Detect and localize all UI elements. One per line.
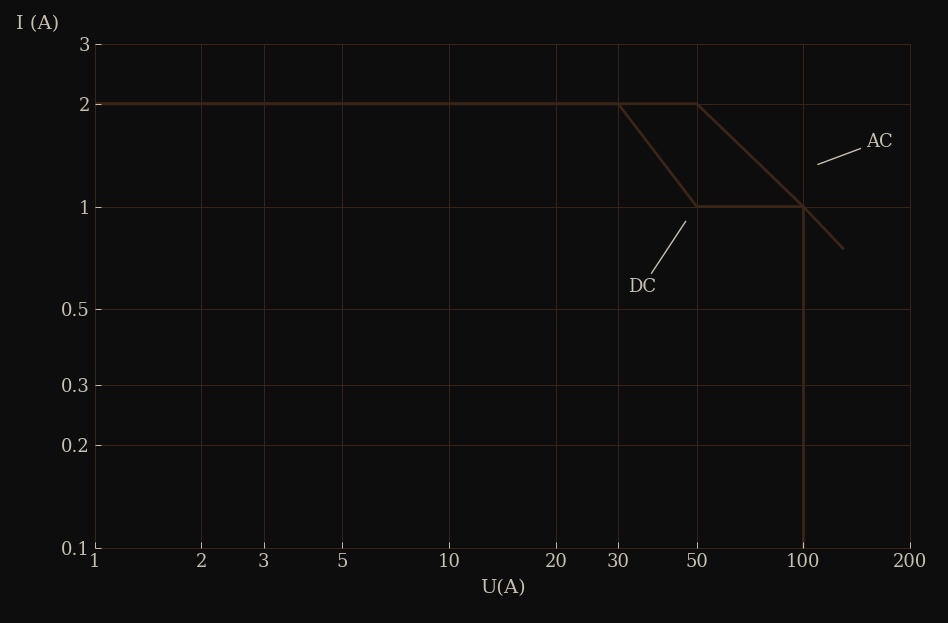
Text: DC: DC: [629, 221, 685, 297]
Y-axis label: I (A): I (A): [16, 16, 60, 34]
Text: AC: AC: [818, 133, 893, 164]
X-axis label: U(A): U(A): [480, 579, 525, 597]
